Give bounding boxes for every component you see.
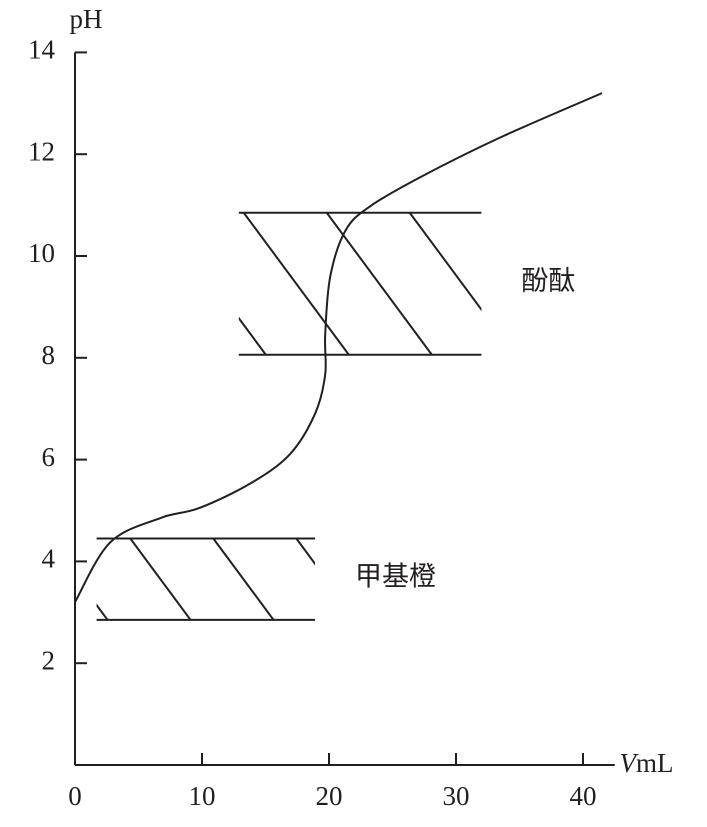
y-tick-label: 12 <box>28 136 55 166</box>
hatch-line <box>408 212 482 312</box>
band-hatch <box>238 212 482 355</box>
hatch-line <box>295 538 316 566</box>
x-tick-label: 20 <box>316 781 343 811</box>
x-axis-label: mL <box>636 748 674 778</box>
y-tick-label: 14 <box>28 35 56 65</box>
y-tick-label: 4 <box>42 544 56 574</box>
y-tick-label: 2 <box>42 645 56 675</box>
hatch-line <box>96 603 109 620</box>
x-tick-label: 30 <box>443 781 470 811</box>
band-hatch <box>96 538 316 620</box>
y-tick-label: 8 <box>42 340 56 370</box>
hatch-line <box>212 538 275 620</box>
x-tick-label: 0 <box>68 781 82 811</box>
y-axis-label: pH <box>70 4 103 34</box>
hatch-line <box>325 212 433 355</box>
band-label: 酚酞 <box>521 266 575 296</box>
band-label: 甲基橙 <box>355 561 436 591</box>
x-axis-label-italic: V <box>620 748 640 778</box>
hatch-line <box>238 316 267 355</box>
y-tick-label: 6 <box>42 442 56 472</box>
x-tick-label: 40 <box>570 781 597 811</box>
y-tick-label: 10 <box>28 238 55 268</box>
titration-curve <box>74 92 603 603</box>
x-tick-label: 10 <box>189 781 216 811</box>
hatch-line <box>129 538 192 620</box>
hatch-line <box>242 212 350 355</box>
